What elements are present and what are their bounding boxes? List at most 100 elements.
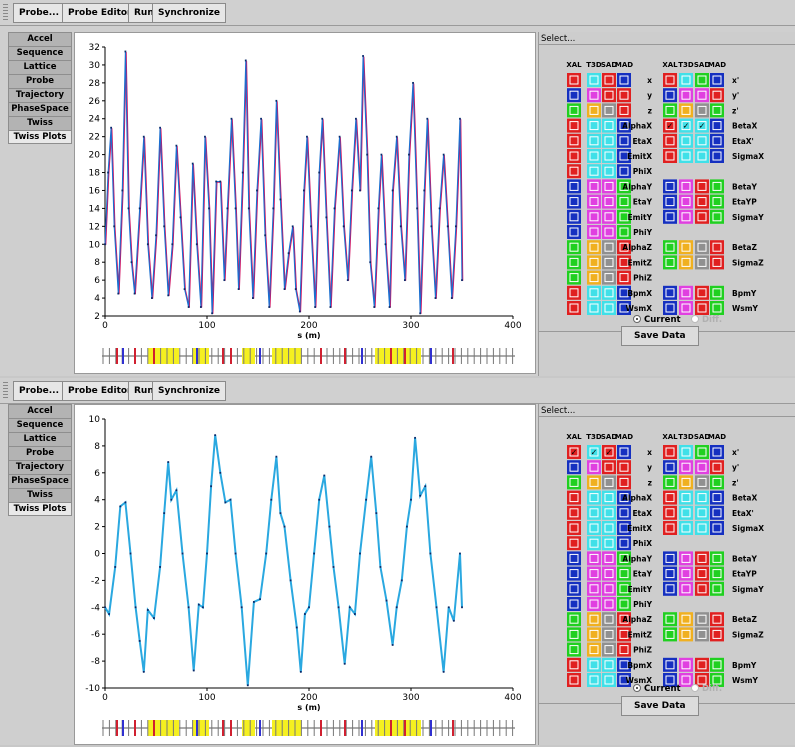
checkbox-box: [589, 242, 599, 252]
series-checkbox-cell: [567, 209, 581, 224]
data-point: [244, 59, 247, 62]
checkbox-box: [681, 493, 691, 503]
probe-editor-button[interactable]: Probe Editor: [62, 381, 138, 401]
tab-phasespace[interactable]: PhaseSpace: [8, 102, 72, 116]
data-point: [268, 306, 271, 308]
checkbox-box: [619, 151, 629, 161]
series-checkbox-cell: [695, 612, 709, 627]
checkbox-box: [589, 584, 599, 594]
series-checkbox-cell: [587, 225, 601, 239]
row-label: EtaYP: [732, 198, 757, 207]
beamline-cavity-block: [272, 720, 301, 736]
data-point: [355, 117, 357, 120]
tab-lattice[interactable]: Lattice: [8, 60, 72, 74]
checkbox-box: [619, 584, 629, 594]
checkbox-box: [604, 569, 614, 579]
data-point: [163, 512, 166, 515]
checkbox-box: [665, 660, 675, 670]
series-checkbox-cell: [695, 505, 709, 520]
row-label: PhiX: [633, 539, 652, 548]
synchronize-button[interactable]: Synchronize: [152, 381, 226, 401]
data-point: [323, 474, 326, 477]
diff-radio[interactable]: Diff.: [691, 315, 722, 325]
data-point: [343, 662, 346, 665]
save-data-button[interactable]: Save Data: [621, 696, 699, 716]
tab-phasespace[interactable]: PhaseSpace: [8, 474, 72, 488]
current-radio[interactable]: Current: [633, 315, 681, 325]
checkbox-box: [619, 553, 629, 563]
top-plot-area[interactable]: 2 4 6 8 10 12 14 16 18 20 22 24 26 28 30 32 0 100 200 300 40…: [74, 32, 536, 374]
series-checkbox-cell: [695, 133, 709, 148]
tab-trajectory[interactable]: Trajectory: [8, 460, 72, 474]
probe-editor-button[interactable]: Probe Editor: [62, 3, 138, 23]
data-point: [270, 498, 273, 501]
current-radio[interactable]: Current: [633, 684, 681, 694]
checkbox-box: [665, 151, 675, 161]
series-checkbox-cell: [567, 255, 581, 270]
row-label: BpmY: [732, 289, 757, 298]
tab-twiss-plots[interactable]: Twiss Plots: [8, 130, 72, 144]
data-point: [124, 501, 127, 504]
row-label: BetaX: [732, 122, 757, 131]
diff-radio[interactable]: Diff.: [691, 684, 722, 694]
series-checkbox-cell: [617, 194, 631, 209]
row-label: SigmaY: [732, 213, 764, 222]
checkbox-box: [697, 90, 707, 100]
series-checkbox-cell: [679, 521, 693, 535]
series-checkbox-cell: [679, 460, 693, 475]
checkbox-box: [712, 242, 722, 252]
checkbox-box: [697, 508, 707, 518]
checkbox-box: [712, 553, 722, 563]
series-checkbox-cell: [695, 88, 709, 103]
tab-twiss[interactable]: Twiss: [8, 116, 72, 130]
checkbox-box: [681, 212, 691, 222]
series-checkbox-cell: [710, 581, 724, 596]
radio-selected-icon: [633, 684, 641, 692]
probe-button[interactable]: Probe...: [13, 3, 66, 23]
tab-accel[interactable]: Accel: [8, 32, 72, 46]
row-label: EmitZ: [627, 630, 652, 639]
probe-button[interactable]: Probe...: [13, 381, 66, 401]
row-label: y': [732, 463, 739, 472]
row-label: AlphaZ: [622, 243, 652, 252]
toolbar-grip-icon[interactable]: [3, 382, 8, 400]
tab-twiss-plots[interactable]: Twiss Plots: [8, 502, 72, 516]
data-point: [333, 207, 336, 210]
series-checkbox-cell: [679, 179, 693, 194]
tab-accel[interactable]: Accel: [8, 404, 72, 418]
tab-lattice[interactable]: Lattice: [8, 432, 72, 446]
bottom-plot-area[interactable]: -10 -8 -6 -4 -2 0 2 4 6 8 10 0 100 200 300 400 s (m): [74, 404, 536, 745]
tab-sequence[interactable]: Sequence: [8, 418, 72, 432]
checkbox-box: [604, 614, 614, 624]
checkbox-box: [681, 197, 691, 207]
run-button[interactable]: Run: [128, 381, 160, 401]
tab-twiss[interactable]: Twiss: [8, 488, 72, 502]
checkbox-box: [681, 569, 691, 579]
data-point: [138, 207, 141, 210]
checkbox-box: [665, 508, 675, 518]
checkbox-box: [589, 288, 599, 298]
checkbox-box: [569, 447, 579, 457]
data-point: [215, 180, 218, 183]
tab-probe[interactable]: Probe: [8, 74, 72, 88]
data-point: [279, 198, 282, 201]
data-point: [408, 153, 410, 156]
series-checkbox-cell: [679, 240, 693, 255]
toolbar-grip-icon[interactable]: [3, 4, 8, 22]
checkbox-box: [569, 614, 579, 624]
save-data-button[interactable]: Save Data: [621, 326, 699, 346]
series-checkbox-cell: [587, 657, 601, 672]
tab-trajectory[interactable]: Trajectory: [8, 88, 72, 102]
series-checkbox-cell: [567, 301, 581, 315]
tab-probe[interactable]: Probe: [8, 446, 72, 460]
synchronize-button[interactable]: Synchronize: [152, 3, 226, 23]
row-label: WsmY: [732, 304, 759, 313]
checkbox-box: [619, 75, 629, 85]
checkbox-box: [665, 584, 675, 594]
series-checkbox-cell: [567, 627, 581, 642]
tab-sequence[interactable]: Sequence: [8, 46, 72, 60]
